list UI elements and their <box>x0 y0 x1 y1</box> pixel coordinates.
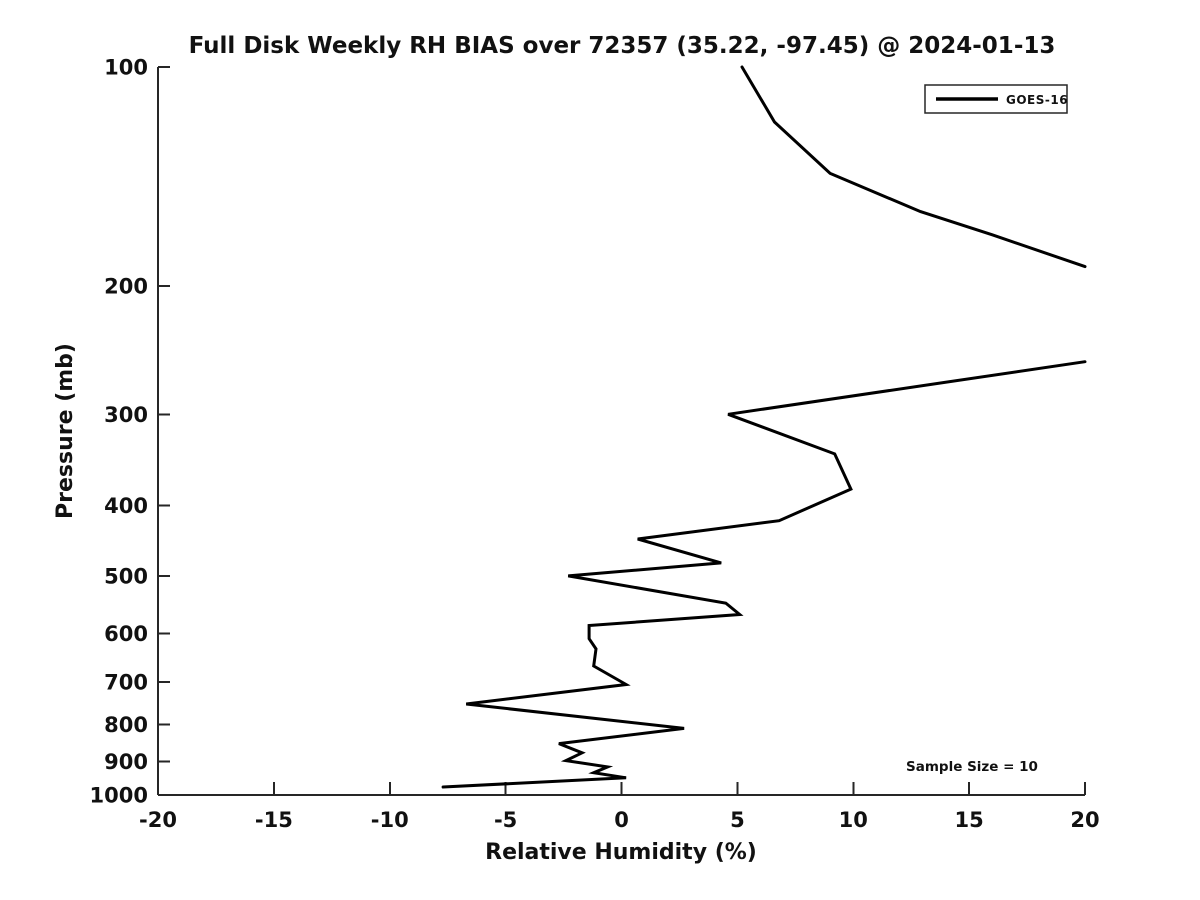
y-tick-label: 500 <box>104 564 148 588</box>
y-tick-label: 900 <box>104 750 148 774</box>
chart-title: Full Disk Weekly RH BIAS over 72357 (35.… <box>189 33 1056 59</box>
x-tick-label: -20 <box>139 808 177 832</box>
x-tick-label: 5 <box>730 808 745 832</box>
y-tick-label: 1000 <box>90 784 148 808</box>
x-tick-label: 15 <box>955 808 984 832</box>
x-tick-label: -10 <box>371 808 409 832</box>
x-tick-label: -5 <box>494 808 517 832</box>
sample-size-note: Sample Size = 10 <box>906 759 1038 775</box>
y-tick-label: 800 <box>104 713 148 737</box>
y-tick-label: 400 <box>104 494 148 518</box>
x-tick-label: 10 <box>839 808 868 832</box>
y-axis-label: Pressure (mb) <box>53 343 78 519</box>
y-tick-label: 200 <box>104 275 148 299</box>
y-tick-label: 100 <box>104 56 148 80</box>
y-tick-label: 700 <box>104 671 148 695</box>
legend-label: GOES-16 <box>1006 93 1068 107</box>
legend: GOES-16 <box>924 84 1068 114</box>
series-line-goes-16 <box>740 65 1087 269</box>
x-axis-label: Relative Humidity (%) <box>485 840 757 865</box>
y-tick-label: 600 <box>104 622 148 646</box>
x-tick-label: -15 <box>255 808 293 832</box>
x-tick-label: 20 <box>1070 808 1099 832</box>
x-tick-label: 0 <box>614 808 629 832</box>
series-line-goes-16 <box>441 360 1087 789</box>
y-tick-label: 300 <box>104 403 148 427</box>
data-line-layer <box>441 65 1087 789</box>
